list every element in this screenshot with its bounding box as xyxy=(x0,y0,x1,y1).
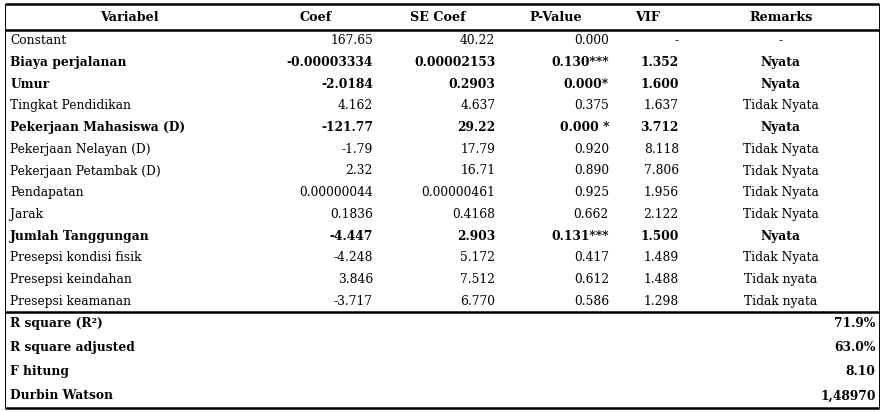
Text: 3.712: 3.712 xyxy=(641,121,679,134)
Text: 1.500: 1.500 xyxy=(641,229,679,243)
Text: 0.890: 0.890 xyxy=(574,164,609,178)
Text: SE Coef: SE Coef xyxy=(410,10,466,23)
Text: 0.612: 0.612 xyxy=(574,273,609,286)
Text: Tingkat Pendidikan: Tingkat Pendidikan xyxy=(11,99,131,112)
Text: 71.9%: 71.9% xyxy=(834,318,875,330)
Text: Tidak Nyata: Tidak Nyata xyxy=(743,99,819,112)
Text: Nyata: Nyata xyxy=(760,229,801,243)
Text: Tidak Nyata: Tidak Nyata xyxy=(743,251,819,264)
Text: 1.600: 1.600 xyxy=(640,78,679,91)
Text: -: - xyxy=(779,34,782,47)
Text: -1.79: -1.79 xyxy=(341,143,373,156)
Text: -121.77: -121.77 xyxy=(321,121,373,134)
Text: 0.4168: 0.4168 xyxy=(453,208,495,221)
Text: 0.130***: 0.130*** xyxy=(552,56,609,69)
Text: Remarks: Remarks xyxy=(749,10,812,23)
Text: 167.65: 167.65 xyxy=(330,34,373,47)
Text: R square adjusted: R square adjusted xyxy=(11,342,135,354)
Text: 16.71: 16.71 xyxy=(461,164,495,178)
Text: Nyata: Nyata xyxy=(760,56,801,69)
Text: -3.717: -3.717 xyxy=(334,295,373,308)
Text: 0.000 *: 0.000 * xyxy=(560,121,609,134)
Text: 0.417: 0.417 xyxy=(574,251,609,264)
Text: Nyata: Nyata xyxy=(760,121,801,134)
Text: Constant: Constant xyxy=(11,34,66,47)
Text: 40.22: 40.22 xyxy=(460,34,495,47)
Text: Tidak nyata: Tidak nyata xyxy=(744,273,818,286)
Text: 1,48970: 1,48970 xyxy=(820,389,875,403)
Text: 0.920: 0.920 xyxy=(574,143,609,156)
Text: 1.637: 1.637 xyxy=(644,99,679,112)
Text: Durbin Watson: Durbin Watson xyxy=(11,389,113,403)
Text: -4.248: -4.248 xyxy=(333,251,373,264)
Text: 0.00000044: 0.00000044 xyxy=(299,186,373,199)
Text: Nyata: Nyata xyxy=(760,78,801,91)
Text: 4.162: 4.162 xyxy=(338,99,373,112)
Text: Presepsi keindahan: Presepsi keindahan xyxy=(11,273,132,286)
Text: -0.00003334: -0.00003334 xyxy=(286,56,373,69)
Text: Jumlah Tanggungan: Jumlah Tanggungan xyxy=(11,229,150,243)
Text: 0.00002153: 0.00002153 xyxy=(414,56,495,69)
Text: Biaya perjalanan: Biaya perjalanan xyxy=(11,56,126,69)
Text: Pendapatan: Pendapatan xyxy=(11,186,84,199)
Text: 1.298: 1.298 xyxy=(644,295,679,308)
Text: -: - xyxy=(674,34,679,47)
Text: 2.122: 2.122 xyxy=(644,208,679,221)
Text: 7.512: 7.512 xyxy=(461,273,495,286)
Text: Jarak: Jarak xyxy=(11,208,43,221)
Text: 29.22: 29.22 xyxy=(457,121,495,134)
Text: Pekerjaan Nelayan (D): Pekerjaan Nelayan (D) xyxy=(11,143,151,156)
Text: Tidak nyata: Tidak nyata xyxy=(744,295,818,308)
Text: VIF: VIF xyxy=(635,10,659,23)
Text: -4.447: -4.447 xyxy=(330,229,373,243)
Text: 0.375: 0.375 xyxy=(574,99,609,112)
Text: Coef: Coef xyxy=(299,10,332,23)
Text: -2.0184: -2.0184 xyxy=(321,78,373,91)
Text: 5.172: 5.172 xyxy=(461,251,495,264)
Text: Tidak Nyata: Tidak Nyata xyxy=(743,164,819,178)
Text: 1.488: 1.488 xyxy=(644,273,679,286)
Text: 8.10: 8.10 xyxy=(846,365,875,379)
Text: 6.770: 6.770 xyxy=(461,295,495,308)
Text: Presepsi kondisi fisik: Presepsi kondisi fisik xyxy=(11,251,141,264)
Text: 0.1836: 0.1836 xyxy=(330,208,373,221)
Text: 0.00000461: 0.00000461 xyxy=(422,186,495,199)
Text: Umur: Umur xyxy=(11,78,50,91)
Text: Presepsi keamanan: Presepsi keamanan xyxy=(11,295,132,308)
Text: 0.2903: 0.2903 xyxy=(448,78,495,91)
Text: 17.79: 17.79 xyxy=(461,143,495,156)
Text: 1.352: 1.352 xyxy=(641,56,679,69)
Text: Tidak Nyata: Tidak Nyata xyxy=(743,208,819,221)
Text: 2.903: 2.903 xyxy=(457,229,495,243)
Text: R square (R²): R square (R²) xyxy=(11,318,103,330)
Text: 1.489: 1.489 xyxy=(644,251,679,264)
Text: 8.118: 8.118 xyxy=(644,143,679,156)
Text: 2.32: 2.32 xyxy=(346,164,373,178)
Text: Tidak Nyata: Tidak Nyata xyxy=(743,143,819,156)
Text: 1.956: 1.956 xyxy=(644,186,679,199)
Text: 0.000: 0.000 xyxy=(574,34,609,47)
Text: 4.637: 4.637 xyxy=(461,99,495,112)
Text: Pekerjaan Petambak (D): Pekerjaan Petambak (D) xyxy=(11,164,161,178)
Text: 0.925: 0.925 xyxy=(574,186,609,199)
Text: 0.131***: 0.131*** xyxy=(552,229,609,243)
Text: F hitung: F hitung xyxy=(11,365,69,379)
Text: Tidak Nyata: Tidak Nyata xyxy=(743,186,819,199)
Text: 7.806: 7.806 xyxy=(644,164,679,178)
Text: 0.586: 0.586 xyxy=(574,295,609,308)
Text: Variabel: Variabel xyxy=(100,10,159,23)
Text: 0.000*: 0.000* xyxy=(564,78,609,91)
Text: Pekerjaan Mahasiswa (D): Pekerjaan Mahasiswa (D) xyxy=(11,121,186,134)
Text: 3.846: 3.846 xyxy=(338,273,373,286)
Text: 0.662: 0.662 xyxy=(574,208,609,221)
Text: 63.0%: 63.0% xyxy=(834,342,875,354)
Text: P-Value: P-Value xyxy=(530,10,582,23)
